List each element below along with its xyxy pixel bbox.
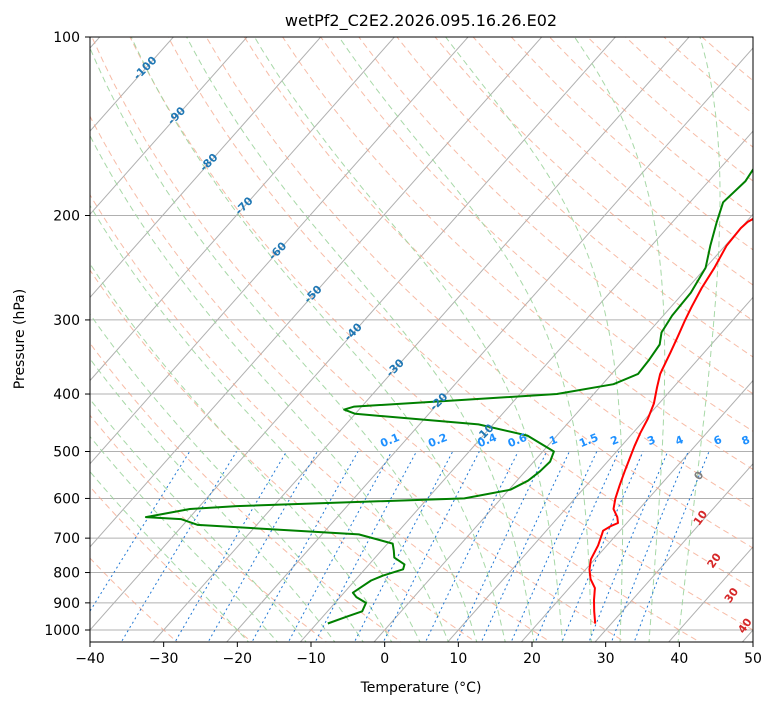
isotherm-line [90,37,617,631]
mixing-ratio-label: 8 [740,433,752,448]
dry-adiabat-line [282,37,753,471]
moist-adiabat-line [253,37,563,642]
y-tick-label: 100 [53,30,80,46]
dry-adiabat-line [472,37,753,286]
mixing-ratio-line [207,451,318,642]
isotherm-line [152,37,690,642]
moist-adiabat-label: 40 [735,616,755,636]
x-tick-label: −40 [75,651,105,667]
mixing-ratio-line [588,451,669,642]
mixing-ratio-line [425,451,519,642]
dry-adiabat-line [90,486,253,642]
mixing-ratio-line [610,451,689,642]
chart-title: wetPf2_C2E2.2026.095.16.26.E02 [285,11,557,31]
plot-frame [89,36,754,643]
isotherm-line [90,37,248,216]
x-tick-label: −10 [296,651,326,667]
mixing-ratio-line [456,451,548,642]
mixing-ratio-line [251,451,359,642]
dry-adiabat-line [90,342,402,642]
dry-adiabat-line [90,193,552,642]
x-axis: −40 −30 −20 −10 0 10 20 30 40 50 [75,642,762,667]
moist-adiabat-line [130,37,506,642]
isotherm-line [520,379,753,642]
mixing-ratio-label: 3 [645,433,657,448]
x-tick-label: 20 [523,651,541,667]
y-tick-label: 500 [53,444,80,460]
moist-adiabat-line [90,134,449,642]
mixing-ratio-line [561,451,644,642]
x-tick-label: 30 [597,651,615,667]
dewpoint-profile-line [144,167,753,625]
y-tick-label: 900 [53,596,80,612]
mixing-ratio-label: 2 [609,433,621,448]
mixing-ratio-line [534,451,620,642]
moist-adiabat-line [90,470,250,642]
moist-adiabat-line [677,37,721,642]
isotherm-line [373,213,753,642]
x-axis-label: Temperature (°C) [360,680,482,696]
isotherm-line [226,47,753,642]
isotherm-line [90,37,322,299]
mixing-ratio-line [90,451,191,613]
mixing-ratio-line [353,451,454,642]
y-axis-label: Pressure (hPa) [12,289,28,389]
dry-adiabat-line [129,37,753,631]
mixing-ratio-line [480,451,570,642]
x-tick-label: 40 [670,651,688,667]
mixing-ratio-label: 1 [547,433,559,448]
x-tick-label: 0 [380,651,389,667]
dry-adiabat-line [91,37,701,642]
moist-adiabat-line [444,37,624,642]
moist-adiabat-line [90,313,364,642]
y-tick-label: 200 [53,209,80,225]
x-tick-label: 50 [744,651,762,667]
y-tick-label: 700 [53,531,80,547]
series-lines [144,167,753,625]
isotherm-line [299,130,753,642]
dry-adiabat-line [434,37,753,322]
mixing-ratio-line [633,451,710,642]
mixing-ratio-line [314,451,417,642]
mixing-ratio-line [287,451,393,642]
y-tick-label: 1000 [44,623,80,639]
plot-area: -100-90-80-70-60-50-40-30-20-100.1 0.2 0.4… [90,37,755,642]
moist-adiabat-line [573,37,666,642]
moist-adiabat-line [90,435,279,642]
moist-adiabat-line [90,357,336,642]
x-tick-label: −30 [149,651,179,667]
mixing-ratio-line [510,451,598,642]
y-axis: 100 200 300 400 500 600 700 800 900 1000 [44,30,90,639]
moist-adiabat-line [186,37,535,642]
dry-adiabat-line [243,37,753,509]
moist-adiabat-line [90,398,307,642]
isotherm-line [90,37,396,382]
isotherm-line [90,37,469,465]
moist-adiabat-line [90,204,421,642]
x-tick-label: 10 [449,651,467,667]
background-lines [90,37,753,642]
isotherm-line [90,37,175,132]
y-tick-label: 400 [53,387,80,403]
mixing-ratio-line [382,451,480,642]
dry-adiabat-line [90,557,178,642]
x-tick-label: −20 [223,651,253,667]
dry-adiabat-line [90,269,477,642]
mixing-ratio-line [174,451,287,642]
y-tick-label: 800 [53,566,80,582]
dry-adiabat-line [90,115,626,642]
moist-adiabat-line [90,46,478,642]
dry-adiabat-line [90,414,328,642]
y-tick-label: 600 [53,491,80,507]
moist-adiabat-line [338,37,592,642]
isotherm-line [594,462,753,642]
dry-adiabat-line [167,37,753,590]
temperature-profile-line [588,217,753,624]
y-tick-label: 300 [53,313,80,329]
moist-adiabat-line [90,262,393,642]
